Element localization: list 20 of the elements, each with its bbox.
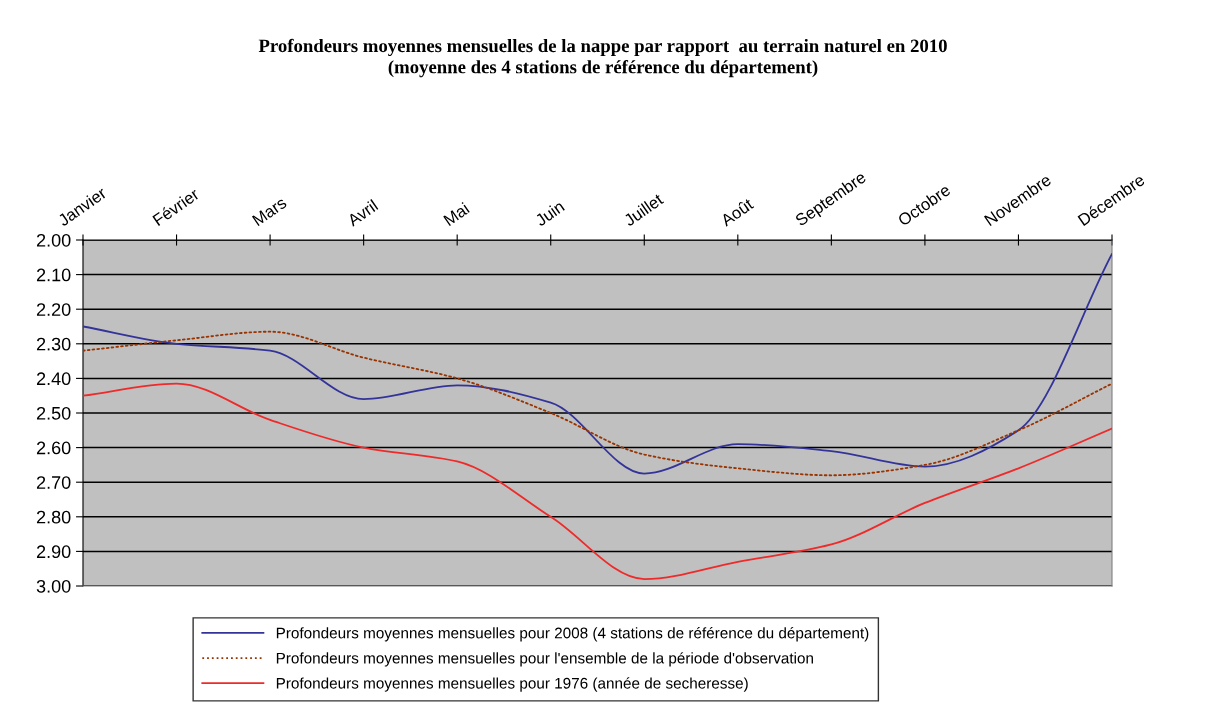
y-tick-label: 2.20 [36,303,71,316]
legend-label: Profondeurs moyennes mensuelles pour l'ensemble de la période d'observation [276,652,813,667]
chart-title: Profondeurs moyennes mensuelles de la nappe par rapport au terrain naturel en 2010 (moyenne des 4 stations de référence du département) [258,38,947,78]
x-tick-label: Juin [533,199,565,227]
y-tick-label: 2.70 [36,476,71,489]
y-tick-label: 2.80 [36,510,71,524]
x-tick-label: Avril [346,199,379,227]
y-tick-label: 2.40 [36,372,71,386]
y-tick-label: 2.50 [36,406,71,420]
y-tick-label: 2.00 [36,233,71,247]
y-tick-label: 2.30 [36,337,71,351]
x-tick-label: Mai [442,202,470,227]
x-tick-label: Mars [251,196,288,227]
y-tick-label: 2.10 [36,268,71,282]
x-tick-label: Août [719,197,755,227]
legend-label: Profondeurs moyennes mensuelles pour 2008 (4 stations de référence du département) [276,627,869,642]
y-tick-label: 2.60 [36,441,71,455]
y-tick-label: 3.00 [36,579,71,593]
legend-label: Profondeurs moyennes mensuelles pour 1976 (année de secheresse) [276,677,748,692]
y-tick-label: 2.90 [36,545,71,559]
